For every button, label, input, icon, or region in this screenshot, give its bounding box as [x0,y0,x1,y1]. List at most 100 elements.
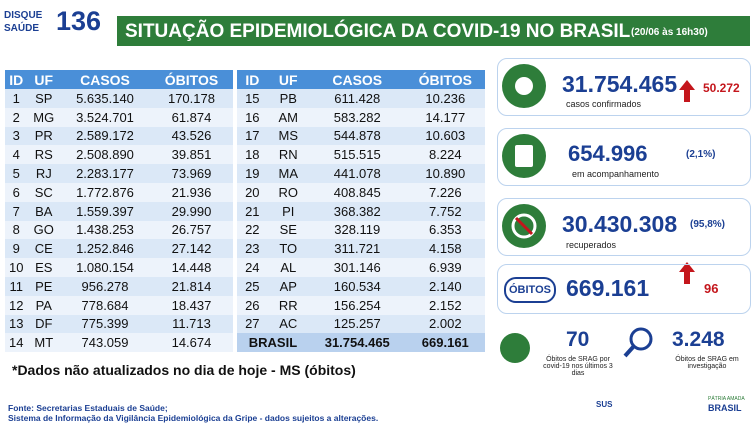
row: 11 PE 956.278 21.814 [5,276,233,296]
cell: 21.814 [149,276,233,296]
column-header: UF [27,70,61,89]
card: 31.754.465 50.272 casos confirmados [497,58,751,116]
cell: 10.236 [405,89,485,108]
footer-logo: BRASIL [708,403,742,413]
cell: 29.990 [149,201,233,221]
cell: 26 [237,295,268,315]
row: 12 PA 778.684 18.437 [5,295,233,315]
cell: 22 [237,220,268,240]
footer-logo: PÁTRIA AMADA [708,396,745,402]
cell: SC [27,182,61,202]
cell: RS [27,145,61,165]
cell: 311.721 [308,239,406,259]
label: casos confirmados [566,99,642,109]
cell: 6.939 [405,258,485,277]
table-left: ID UF CASOS ÓBITOS 1 SP 5.635.140 170.178 2 MG 3.5… [5,70,233,353]
total-cases: 31.754.465 [308,333,406,353]
column-header: CASOS [308,70,406,89]
cell: 17 [237,126,268,146]
row: 8 GO 1.438.253 26.757 [5,220,233,240]
row: 3 PR 2.589.172 43.526 [5,126,233,146]
cell: 515.515 [308,145,406,165]
card: ÓBITOS 669.161 96 [497,264,751,314]
title-banner: SITUAÇÃO EPIDEMIOLÓGICA DA COVID-19 NO B… [117,16,750,46]
cell: 16 [237,107,268,127]
cell: 19 [237,164,268,183]
cell: SE [267,220,309,240]
row: 23 TO 311.721 4.158 [237,239,485,259]
cell: 170.178 [149,89,233,108]
cell: 1.438.253 [60,220,150,240]
row: 21 PI 368.382 7.752 [237,201,485,221]
cell: 4 [5,145,28,165]
icons [500,64,695,363]
row: 4 RS 2.508.890 39.851 [5,145,233,165]
cell: AM [267,107,309,127]
value: 30.430.308 [562,211,678,237]
cell: 12 [5,295,28,315]
cell: 2.152 [405,295,485,315]
total-label: BRASIL [237,333,309,353]
title: SITUAÇÃO EPIDEMIOLÓGICA DA COVID-19 NO B… [125,21,631,42]
row: 22 SE 328.119 6.353 [237,220,485,240]
row: 20 RO 408.845 7.226 [237,182,485,202]
cell: 27 [237,314,268,334]
cell: 13 [5,314,28,334]
cell: 3 [5,126,28,146]
value: 3.248 [672,328,725,351]
cell: 5 [5,164,28,183]
value: 70 [566,328,590,351]
date: (20/06 às 16h30) [631,27,708,38]
cell: 3.524.701 [60,107,150,127]
cell: 408.845 [308,182,406,202]
label: em acompanhamento [572,169,660,179]
source: Fonte: Secretarias Estaduais de Saúde; [8,403,168,413]
row: 27 AC 125.257 2.002 [237,314,485,334]
change: 50.272 [703,81,740,95]
cell: 14 [5,333,28,353]
cell: 6.353 [405,220,485,240]
cell: RJ [27,164,61,183]
cell: 1.772.876 [60,182,150,202]
cell: 160.534 [308,276,406,296]
cell: 8 [5,220,28,240]
label: Óbitos de SRAG por covid-19 nos últimos … [543,356,613,377]
row: 14 MT 743.059 14.674 [5,333,233,353]
column-header: ÓBITOS [149,70,233,89]
row: 15 PB 611.428 10.236 [237,89,485,108]
cell: 775.399 [60,314,150,334]
total-row: BRASIL 31.754.465 669.161 [237,333,485,353]
column-header: CASOS [60,70,150,89]
cell: 2.508.890 [60,145,150,165]
cell: 2 [5,107,28,127]
cell: 125.257 [308,314,406,334]
row: 13 DF 775.399 11.713 [5,314,233,334]
cell: PB [267,89,309,108]
cell: 14.674 [149,333,233,353]
header-row: ID UF CASOS ÓBITOS [5,70,233,89]
cell: PI [267,201,309,221]
value: 31.754.465 [562,71,678,97]
cell: PA [27,295,61,315]
column-header: ID [5,70,28,89]
card: 654.996 (2,1%) em acompanhamento [497,128,751,186]
cell: DF [27,314,61,334]
cell: 1.080.154 [60,258,150,277]
cell: 368.382 [308,201,406,221]
cell: CE [27,239,61,259]
cell: 2.283.177 [60,164,150,183]
cell: 7.226 [405,182,485,202]
cell: 61.874 [149,107,233,127]
cell: 18 [237,145,268,165]
row: 2 MG 3.524.701 61.874 [5,107,233,127]
value: 654.996 [568,141,648,166]
cell: 7 [5,201,28,221]
row: 24 AL 301.146 6.939 [237,258,485,277]
row: 7 BA 1.559.397 29.990 [5,201,233,221]
cell: 7.752 [405,201,485,221]
cell: 1.559.397 [60,201,150,221]
cell: 20 [237,182,268,202]
cell: 328.119 [308,220,406,240]
cell: 778.684 [60,295,150,315]
